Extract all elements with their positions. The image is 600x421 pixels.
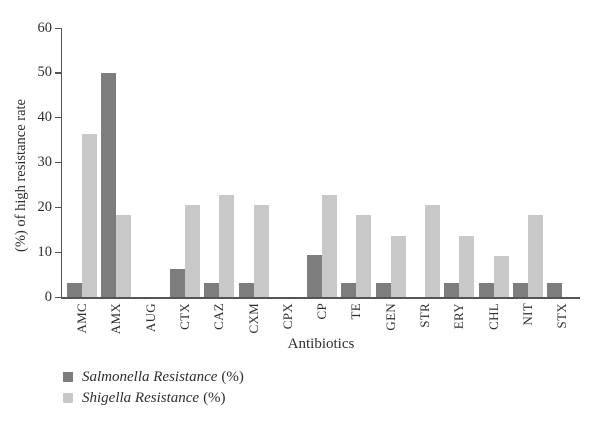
legend-label-salmonella: Salmonella Resistance (%) xyxy=(82,368,244,385)
y-tick-label-60: 60 xyxy=(37,19,53,36)
legend-swatch-salmonella xyxy=(63,372,73,382)
bar-shigella-AMX xyxy=(116,215,132,297)
bar-salmonella-AMX xyxy=(101,72,117,297)
y-tick-30 xyxy=(54,162,61,164)
bar-salmonella-CP xyxy=(307,254,323,297)
x-label-CP: CP xyxy=(314,303,330,320)
y-tick-20 xyxy=(54,206,61,209)
x-label-CHL: CHL xyxy=(485,303,501,330)
x-label-CPX: CPX xyxy=(279,303,295,330)
x-label-AMX: AMX xyxy=(108,303,124,335)
x-axis-line xyxy=(60,297,580,299)
y-tick-label-10: 10 xyxy=(37,243,53,260)
bar-shigella-CHL xyxy=(493,256,509,297)
bar-salmonella-CTX xyxy=(169,268,185,297)
legend-item-salmonella: Salmonella Resistance (%) xyxy=(63,367,244,387)
bar-salmonella-ERY xyxy=(444,283,460,297)
y-tick-50 xyxy=(54,72,61,74)
x-label-CTX: CTX xyxy=(176,303,192,330)
y-tick-label-40: 40 xyxy=(37,109,53,126)
x-label-STX: STX xyxy=(554,303,570,329)
x-label-CAZ: CAZ xyxy=(211,303,227,330)
bar-shigella-STR xyxy=(425,205,440,297)
x-label-GEN: GEN xyxy=(382,303,398,331)
x-label-AMC: AMC xyxy=(74,303,89,334)
bar-shigella-TE xyxy=(356,215,372,297)
bar-salmonella-TE xyxy=(341,283,357,297)
y-tick-label-0: 0 xyxy=(44,288,52,305)
legend: Salmonella Resistance (%) Shigella Resist… xyxy=(63,367,244,409)
y-tick-10 xyxy=(54,251,61,253)
x-label-STR: STR xyxy=(417,303,432,328)
bar-salmonella-AMC xyxy=(67,283,82,297)
bar-salmonella-CAZ xyxy=(204,283,220,297)
y-tick-label-50: 50 xyxy=(37,64,53,81)
bar-shigella-NIT xyxy=(527,215,543,297)
y-tick-40 xyxy=(54,117,61,119)
bar-salmonella-CXM xyxy=(238,283,254,297)
y-tick-60 xyxy=(54,27,61,29)
legend-swatch-shigella xyxy=(63,393,73,403)
bar-shigella-ERY xyxy=(459,236,475,297)
bar-salmonella-GEN xyxy=(375,283,391,297)
bar-shigella-CP xyxy=(322,195,338,297)
legend-label-shigella: Shigella Resistance (%) xyxy=(82,389,226,406)
x-label-TE: TE xyxy=(348,303,364,320)
y-axis-line xyxy=(60,28,62,299)
bar-shigella-CTX xyxy=(184,205,200,297)
y-tick-label-20: 20 xyxy=(37,198,53,215)
bar-salmonella-CHL xyxy=(478,283,494,297)
y-tick-label-30: 30 xyxy=(37,154,53,170)
bar-salmonella-NIT xyxy=(512,283,528,297)
bar-shigella-CXM xyxy=(253,205,269,297)
x-label-ERY: ERY xyxy=(451,303,467,330)
x-label-CXM: CXM xyxy=(245,303,261,334)
x-label-NIT: NIT xyxy=(519,303,535,326)
legend-item-shigella: Shigella Resistance (%) xyxy=(63,388,244,408)
y-tick-0 xyxy=(54,296,61,298)
bar-salmonella-STX xyxy=(547,283,563,297)
bar-shigella-CAZ xyxy=(219,195,235,297)
bar-shigella-AMC xyxy=(82,133,97,297)
x-label-AUG: AUG xyxy=(142,303,158,333)
x-axis-title: Antibiotics xyxy=(287,336,355,352)
bar-shigella-GEN xyxy=(390,236,406,297)
